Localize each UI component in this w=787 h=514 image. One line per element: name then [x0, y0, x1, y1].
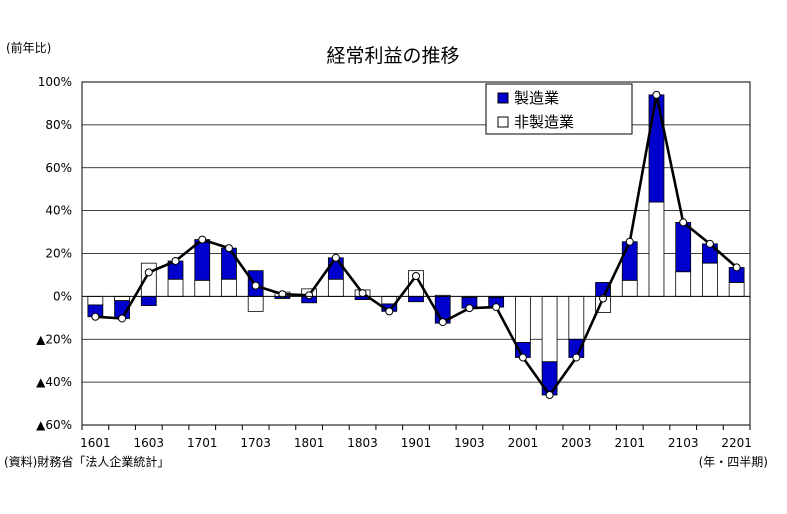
x-tick-label: 2101 [614, 436, 645, 450]
total-point [732, 263, 741, 272]
bar-non-manufacturing [648, 201, 665, 297]
bar-non-manufacturing [327, 278, 344, 297]
x-tick-label: 1701 [187, 436, 218, 450]
bar-non-manufacturing [675, 271, 692, 297]
x-tick-label: 1601 [80, 436, 111, 450]
total-point [144, 268, 153, 277]
x-tick-label: 2001 [508, 436, 539, 450]
total-point [385, 307, 394, 316]
total-point [465, 304, 474, 313]
total-line [95, 93, 738, 397]
legend-label: 製造業 [514, 89, 559, 107]
axis-layer: 100% 80% 60% 40% 20% 0% ▲20% ▲40% ▲60% 1601 1603 17… [36, 75, 752, 450]
grid-layer [82, 124, 750, 383]
total-point [305, 291, 314, 300]
total-point [224, 244, 233, 253]
bar-manufacturing [621, 241, 638, 281]
total-point [358, 289, 367, 298]
x-tick-label: 1903 [454, 436, 485, 450]
legend-swatch [497, 116, 509, 128]
y-tick-label: ▲20% [36, 332, 72, 346]
y-tick-label: 0% [53, 289, 72, 303]
chart-title: 経常利益の推移 [326, 45, 459, 67]
bar-non-manufacturing [541, 295, 558, 363]
legend-label: 非製造業 [514, 113, 574, 131]
bar-manufacturing [541, 361, 558, 396]
total-point [545, 390, 554, 399]
x-tick-label: 1801 [294, 436, 325, 450]
source-note: (資料)財務省「法人企業統計」 [4, 454, 169, 469]
y-tick-label: ▲40% [36, 375, 72, 389]
x-tick-label: 2003 [561, 436, 592, 450]
y-tick-label: 100% [38, 75, 72, 89]
y-axis-label: (前年比) [6, 40, 51, 55]
bar-non-manufacturing [514, 295, 531, 343]
total-point [625, 237, 634, 246]
x-tick-label: 1603 [134, 436, 165, 450]
total-point [198, 235, 207, 244]
total-point [251, 281, 260, 290]
bar-manufacturing [221, 247, 237, 280]
bar-non-manufacturing [621, 279, 638, 297]
bar-non-manufacturing [702, 262, 718, 297]
total-point [492, 303, 501, 312]
bar-manufacturing [408, 295, 424, 303]
y-tick-label: 20% [45, 247, 72, 261]
total-point [705, 239, 714, 248]
total-point [572, 353, 581, 362]
total-point [118, 314, 127, 323]
total-line-layer [91, 90, 741, 399]
bar-manufacturing [675, 222, 692, 273]
bar-non-manufacturing [167, 278, 184, 297]
total-point [518, 353, 527, 362]
legend-swatch [497, 92, 509, 104]
total-point [331, 253, 340, 262]
bar-non-manufacturing [221, 278, 237, 297]
y-tick-label: ▲60% [36, 418, 72, 432]
x-axis-label: (年・四半期) [699, 455, 768, 469]
y-tick-label: 40% [45, 204, 72, 218]
bar-non-manufacturing [247, 295, 264, 312]
total-point [438, 318, 447, 327]
x-tick-label: 2103 [668, 436, 699, 450]
total-point [91, 312, 100, 321]
x-tick-label: 2201 [721, 436, 752, 450]
y-tick-label: 80% [45, 118, 72, 132]
bar-non-manufacturing [87, 295, 104, 306]
bar-non-manufacturing [114, 295, 130, 302]
legend-box [485, 83, 633, 135]
bar-non-manufacturing [194, 279, 211, 297]
bar-manufacturing [648, 94, 665, 203]
total-point [652, 90, 661, 99]
total-point [171, 257, 180, 266]
x-tick-label: 1703 [240, 436, 271, 450]
bar-non-manufacturing [568, 295, 585, 340]
bar-manufacturing [140, 295, 157, 306]
x-tick-label: 1901 [401, 436, 432, 450]
x-tick-label: 1803 [347, 436, 378, 450]
bars-layer [87, 94, 745, 396]
total-point [412, 272, 420, 281]
plot-frame [81, 81, 751, 426]
bar-non-manufacturing [728, 282, 745, 297]
bar-manufacturing [194, 239, 211, 281]
total-point [679, 218, 688, 227]
y-tick-label: 60% [45, 161, 72, 175]
